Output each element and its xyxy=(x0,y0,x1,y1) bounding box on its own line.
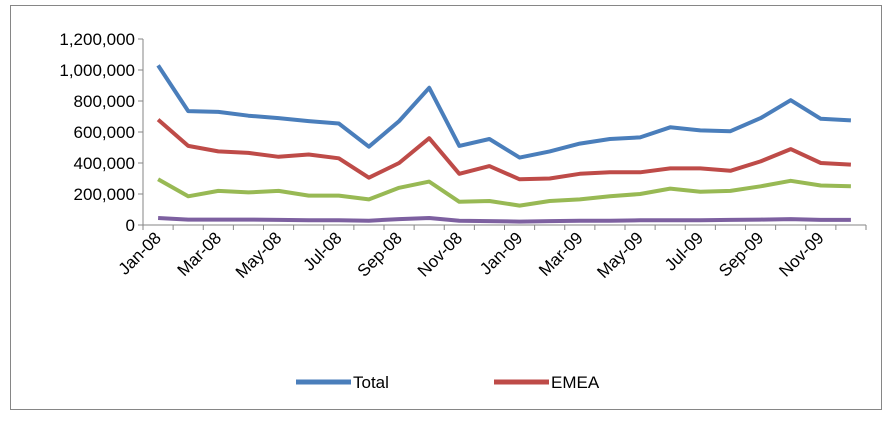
series-line xyxy=(157,216,851,224)
chart-border xyxy=(10,5,882,410)
y-tick-label: 200,000 xyxy=(74,185,135,204)
y-tick-label: 400,000 xyxy=(74,154,135,173)
series-line xyxy=(156,118,852,182)
legend-label: Total xyxy=(353,373,389,392)
y-tick-label: 1,000,000 xyxy=(59,61,135,80)
series-line xyxy=(156,64,852,160)
series-line xyxy=(157,177,851,208)
legend-label: EMEA xyxy=(551,373,600,392)
y-tick-label: 600,000 xyxy=(74,123,135,142)
y-tick-label: 0 xyxy=(126,216,135,235)
y-tick-label: 800,000 xyxy=(74,92,135,111)
y-tick-label: 1,200,000 xyxy=(59,30,135,49)
